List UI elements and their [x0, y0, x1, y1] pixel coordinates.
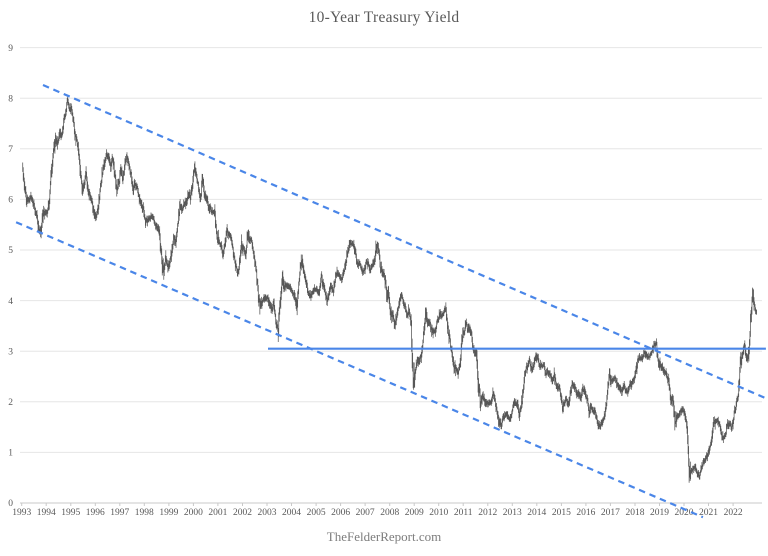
y-tick-label: 4	[8, 297, 13, 307]
x-tick-label: 1999	[159, 508, 178, 518]
y-tick-label: 8	[8, 94, 13, 104]
x-tick-label: 2022	[724, 508, 743, 518]
x-tick-label: 1993	[12, 508, 31, 518]
x-tick-label: 2011	[454, 508, 473, 518]
y-axis-labels: 0 1 2 3 4 5 6 7 8 9	[8, 44, 13, 509]
y-tick-label: 2	[8, 398, 13, 408]
x-tick-label: 2018	[626, 508, 645, 518]
x-tick-label: 2005	[307, 508, 326, 518]
x-tick-label: 2019	[650, 508, 669, 518]
y-tick-label: 5	[8, 246, 13, 256]
x-tick-label: 1996	[86, 508, 105, 518]
x-tick-label: 2000	[184, 508, 203, 518]
x-tick-label: 1997	[110, 508, 129, 518]
x-tick-label: 2012	[478, 508, 497, 518]
x-tick-label: 1994	[37, 508, 56, 518]
lower-channel-dashed-line	[15, 221, 704, 519]
x-tick-label: 2003	[258, 508, 277, 518]
yield-series	[22, 94, 757, 483]
x-tick-label: 2004	[282, 508, 301, 518]
y-tick-label: 7	[8, 145, 13, 155]
x-axis: 1993 1994 1995 1996 1997 1998 1999 2000 2001 2002…	[12, 502, 762, 518]
y-tick-label: 3	[8, 347, 13, 357]
upper-channel-dashed-line	[42, 83, 767, 400]
x-tick-label: 2009	[405, 508, 424, 518]
x-tick-label: 2017	[601, 508, 620, 518]
y-tick-label: 6	[8, 196, 13, 206]
x-tick-label: 1995	[61, 508, 80, 518]
x-tick-label: 2013	[503, 508, 522, 518]
x-tick-label: 2001	[208, 508, 227, 518]
x-tick-label: 2002	[233, 508, 252, 518]
x-tick-label: 2006	[331, 508, 350, 518]
x-tick-label: 2016	[576, 508, 595, 518]
gridlines	[20, 47, 762, 453]
x-tick-label: 2010	[429, 508, 448, 518]
source-attribution: TheFelderReport.com	[326, 529, 442, 544]
x-tick-label: 2020	[675, 508, 694, 518]
x-tick-label: 2008	[380, 508, 399, 518]
y-tick-label: 1	[8, 449, 13, 459]
chart-title: 10-Year Treasury Yield	[308, 9, 460, 26]
y-tick-label: 9	[8, 44, 13, 54]
x-tick-label: 1998	[135, 508, 154, 518]
x-tick-label: 2015	[552, 508, 571, 518]
x-tick-label: 2007	[356, 508, 375, 518]
x-tick-label: 2021	[699, 508, 718, 518]
x-tick-label: 2014	[527, 508, 546, 518]
trend-channel	[15, 83, 767, 519]
y-tick-label: 0	[8, 499, 13, 509]
